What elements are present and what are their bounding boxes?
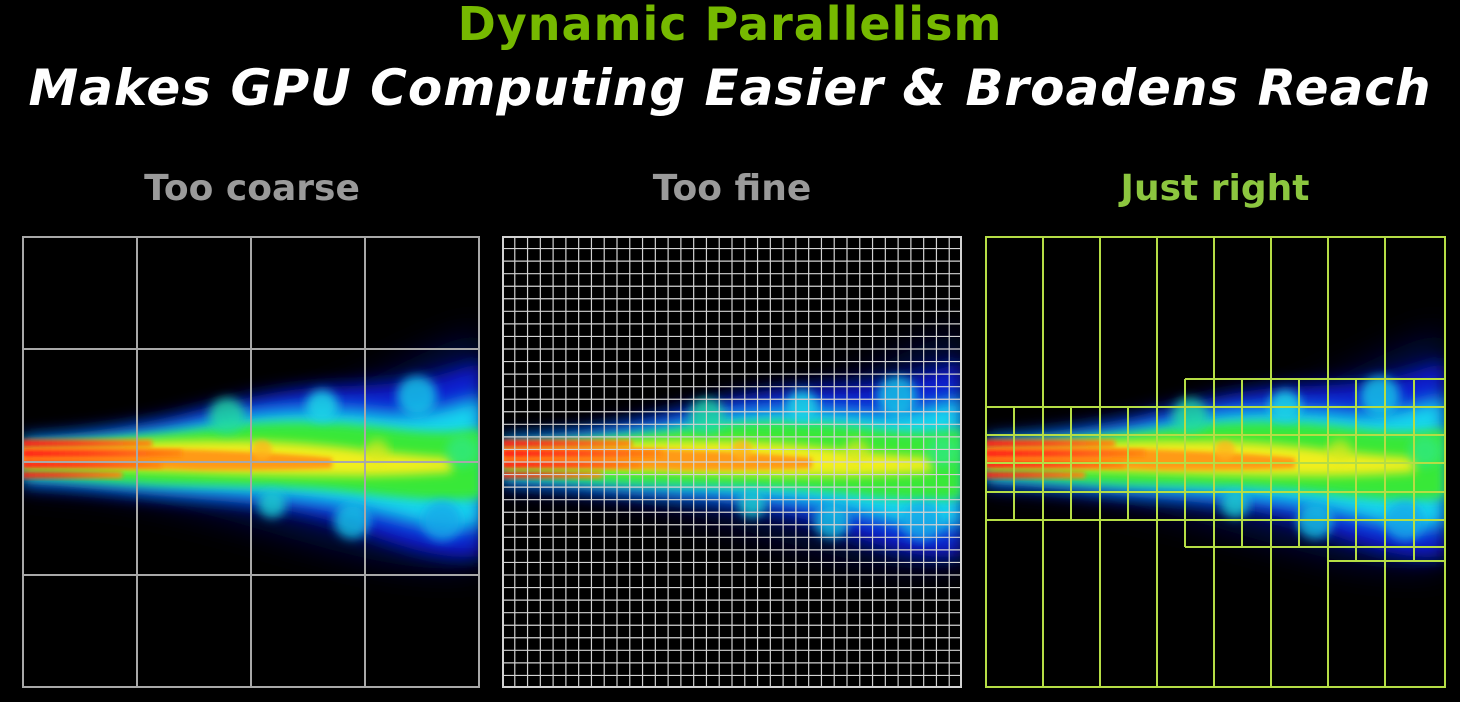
fine-grid-lines [502,236,962,688]
adaptive-grid-lines [985,236,1446,688]
panel-too-coarse [22,236,480,688]
heatmap-fine-grid [502,236,962,688]
heatmap-coarse-grid [22,236,480,688]
coarse-grid-lines [22,236,480,688]
panel-label-too-fine: Too fine [652,168,812,209]
panel-label-too-coarse: Too coarse [144,168,360,209]
panel-just-right [985,236,1446,688]
panel-label-just-right: Just right [1120,168,1310,209]
panel-too-fine [502,236,962,688]
slide-subtitle: Makes GPU Computing Easier & Broadens Re… [28,59,1432,117]
slide-title: Dynamic Parallelism [457,0,1003,51]
heatmap-adaptive-grid [985,236,1446,688]
